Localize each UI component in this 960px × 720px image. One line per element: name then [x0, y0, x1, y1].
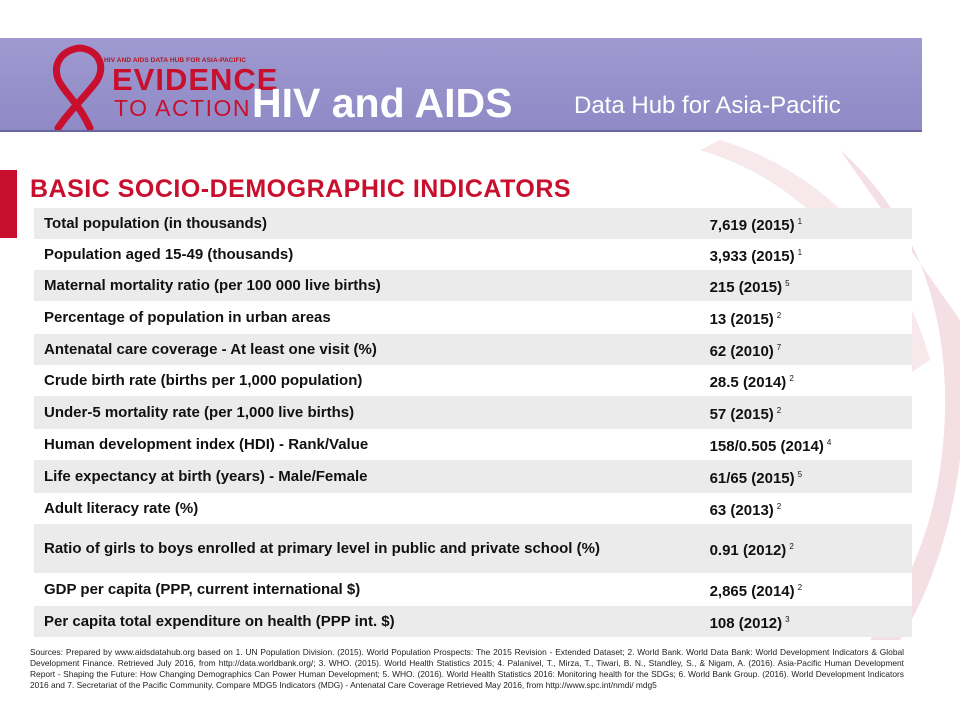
table-row: GDP per capita (PPP, current internation…: [34, 573, 912, 606]
indicator-label: Human development index (HDI) - Rank/Val…: [44, 435, 369, 453]
indicator-value: 108 (2012): [709, 614, 783, 632]
indicator-reference-number: 4: [826, 437, 832, 447]
indicator-reference-number: 1: [797, 247, 803, 257]
indicator-value: 62 (2010): [709, 342, 774, 360]
table-row: Maternal mortality ratio (per 100 000 li…: [34, 270, 912, 301]
indicator-reference-number: 2: [789, 541, 794, 551]
table-row: Population aged 15-49 (thousands) 3,933 (…: [34, 239, 912, 270]
indicator-value-cell: 62 (2010) 7: [700, 334, 912, 365]
header-banner: [0, 38, 922, 130]
indicator-value-cell: 63 (2013) 2: [700, 493, 912, 524]
indicator-value: 158/0.505 (2014): [709, 437, 824, 455]
indicator-value: 2,865 (2014): [709, 582, 795, 600]
table-row: Under-5 mortality rate (per 1,000 live b…: [34, 396, 912, 429]
logo-line-evidence: EVIDENCE: [112, 62, 279, 97]
indicator-reference-number: 3: [785, 614, 790, 624]
indicator-reference-number: 2: [776, 310, 782, 320]
logo-tagline: HIV AND AIDS DATA HUB FOR ASIA-PACIFIC: [104, 57, 247, 64]
indicator-label: Adult literacy rate (%): [44, 499, 199, 517]
indicator-value: 61/65 (2015): [709, 469, 795, 487]
indicator-reference-number: 2: [789, 373, 794, 383]
indicator-label: Population aged 15-49 (thousands): [44, 245, 294, 263]
indicator-value: 3,933 (2015): [709, 247, 795, 265]
indicator-label: Crude birth rate (births per 1,000 popul…: [44, 371, 363, 389]
indicator-label: Antenatal care coverage - At least one v…: [44, 340, 377, 358]
indicator-value-cell: 2,865 (2014) 2: [700, 573, 912, 606]
indicator-label: Ratio of girls to boys enrolled at prima…: [44, 539, 600, 557]
indicator-value: 63 (2013): [709, 501, 774, 519]
indicator-label: Percentage of population in urban areas: [44, 308, 331, 326]
table-row: Percentage of population in urban areas 1…: [34, 301, 912, 334]
sources-footnote: Sources: Prepared by www.aidsdatahub.org…: [30, 647, 904, 690]
indicator-value: 57 (2015): [709, 405, 774, 423]
indicator-reference-number: 1: [797, 216, 803, 226]
header-divider: [0, 130, 922, 132]
hub-title: HIV and AIDS: [252, 80, 513, 126]
logo-line-to-action: TO ACTION: [114, 95, 252, 121]
indicator-reference-number: 5: [785, 278, 790, 288]
table-row: Antenatal care coverage - At least one v…: [34, 334, 912, 365]
indicator-value-cell: 215 (2015) 5: [700, 270, 912, 301]
evidence-to-action-logo: HIV AND AIDS DATA HUB FOR ASIA-PACIFIC E…: [40, 44, 277, 130]
indicator-label: Maternal mortality ratio (per 100 000 li…: [44, 276, 381, 294]
indicator-value-cell: 7,619 (2015) 1: [700, 208, 912, 239]
table-row: Life expectancy at birth (years) - Male/…: [34, 460, 912, 493]
indicator-value-cell: 3,933 (2015) 1: [700, 239, 912, 270]
indicator-reference-number: 2: [776, 501, 782, 511]
table-row: Crude birth rate (births per 1,000 popul…: [34, 365, 912, 396]
table-row: Human development index (HDI) - Rank/Val…: [34, 429, 912, 460]
indicator-reference-number: 2: [776, 405, 782, 415]
indicator-value: 215 (2015): [709, 278, 783, 296]
indicator-reference-number: 5: [797, 469, 803, 479]
indicator-value: 7,619 (2015): [709, 216, 795, 234]
indicator-label: GDP per capita (PPP, current internation…: [44, 580, 361, 598]
table-row: Total population (in thousands) 7,619 (20…: [34, 208, 912, 239]
table-row: Per capita total expenditure on health (…: [34, 606, 912, 637]
indicator-value-cell: 158/0.505 (2014) 4: [700, 429, 912, 460]
section-accent-bar: [0, 170, 17, 238]
indicator-label: Per capita total expenditure on health (…: [44, 612, 395, 630]
indicator-value-cell: 108 (2012) 3: [700, 606, 912, 637]
indicator-value-cell: 13 (2015) 2: [700, 301, 912, 334]
table-row: Ratio of girls to boys enrolled at prima…: [34, 524, 912, 573]
red-ribbon-icon: [53, 44, 105, 130]
indicator-value: 0.91 (2012): [709, 541, 787, 559]
indicator-value: 28.5 (2014): [709, 373, 787, 391]
indicator-value-cell: 0.91 (2012) 2: [700, 524, 912, 573]
indicator-label: Life expectancy at birth (years) - Male/…: [44, 467, 368, 485]
indicator-reference-number: 7: [776, 342, 782, 352]
indicator-value-cell: 61/65 (2015) 5: [700, 460, 912, 493]
indicator-value-cell: 28.5 (2014) 2: [700, 365, 912, 396]
indicator-value-cell: 57 (2015) 2: [700, 396, 912, 429]
indicator-reference-number: 2: [797, 582, 803, 592]
indicator-label: Under-5 mortality rate (per 1,000 live b…: [44, 403, 355, 421]
indicators-table: Total population (in thousands) 7,619 (20…: [34, 208, 912, 637]
section-title: BASIC SOCIO-DEMOGRAPHIC INDICATORS: [30, 175, 572, 203]
table-row: Adult literacy rate (%) 63 (2013) 2: [34, 493, 912, 524]
indicator-label: Total population (in thousands): [44, 214, 268, 232]
indicator-value: 13 (2015): [709, 310, 774, 328]
hub-subtitle: Data Hub for Asia-Pacific: [574, 92, 841, 119]
